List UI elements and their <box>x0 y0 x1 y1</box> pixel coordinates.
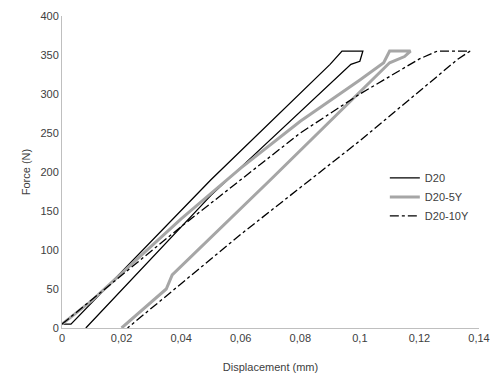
svg-text:0,08: 0,08 <box>290 332 311 344</box>
svg-text:0,14: 0,14 <box>468 332 489 344</box>
svg-text:0,02: 0,02 <box>111 332 132 344</box>
svg-text:D20-10Y: D20-10Y <box>425 210 469 222</box>
svg-text:0,06: 0,06 <box>230 332 251 344</box>
svg-text:D20: D20 <box>425 172 445 184</box>
svg-text:250: 250 <box>40 127 58 139</box>
svg-text:100: 100 <box>40 244 58 256</box>
svg-text:0,12: 0,12 <box>409 332 430 344</box>
svg-text:150: 150 <box>40 205 58 217</box>
svg-text:D20-5Y: D20-5Y <box>425 191 463 203</box>
svg-text:350: 350 <box>40 49 58 61</box>
svg-text:0: 0 <box>53 322 59 334</box>
svg-text:0,04: 0,04 <box>170 332 191 344</box>
svg-text:400: 400 <box>40 10 58 22</box>
svg-text:50: 50 <box>47 283 59 295</box>
svg-text:200: 200 <box>40 166 58 178</box>
svg-text:300: 300 <box>40 88 58 100</box>
svg-text:Displacement (mm): Displacement (mm) <box>223 361 318 373</box>
svg-text:0: 0 <box>59 332 65 344</box>
svg-text:Force (N): Force (N) <box>20 149 32 195</box>
svg-text:0,1: 0,1 <box>352 332 367 344</box>
